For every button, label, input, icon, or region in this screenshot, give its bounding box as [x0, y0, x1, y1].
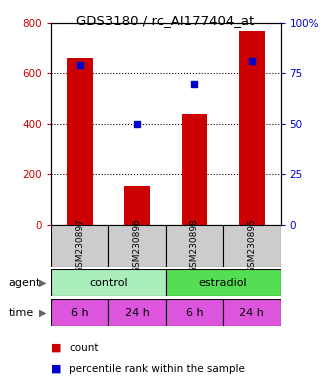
Bar — [223, 225, 280, 267]
Bar — [166, 299, 223, 326]
Text: control: control — [89, 278, 128, 288]
Bar — [51, 225, 109, 267]
Text: ▶: ▶ — [39, 278, 47, 288]
Text: 6 h: 6 h — [186, 308, 203, 318]
Text: 6 h: 6 h — [71, 308, 89, 318]
Text: ■: ■ — [51, 343, 62, 353]
Text: estradiol: estradiol — [199, 278, 248, 288]
Text: ▶: ▶ — [39, 308, 47, 318]
Bar — [124, 185, 150, 225]
Text: GSM230898: GSM230898 — [190, 218, 199, 273]
Bar — [109, 299, 166, 326]
Text: GDS3180 / rc_AI177404_at: GDS3180 / rc_AI177404_at — [76, 14, 254, 27]
Text: 24 h: 24 h — [239, 308, 264, 318]
Bar — [166, 225, 223, 267]
Bar — [51, 269, 166, 296]
Text: GSM230897: GSM230897 — [75, 218, 84, 273]
Bar — [182, 114, 207, 225]
Text: percentile rank within the sample: percentile rank within the sample — [69, 364, 245, 374]
Text: ■: ■ — [51, 364, 62, 374]
Text: GSM230895: GSM230895 — [247, 218, 256, 273]
Bar — [51, 299, 109, 326]
Text: 24 h: 24 h — [125, 308, 149, 318]
Text: time: time — [8, 308, 34, 318]
Bar — [239, 31, 265, 225]
Bar — [166, 269, 280, 296]
Bar — [67, 58, 93, 225]
Text: agent: agent — [8, 278, 41, 288]
Bar — [223, 299, 280, 326]
Text: count: count — [69, 343, 99, 353]
Text: GSM230896: GSM230896 — [133, 218, 142, 273]
Bar — [109, 225, 166, 267]
